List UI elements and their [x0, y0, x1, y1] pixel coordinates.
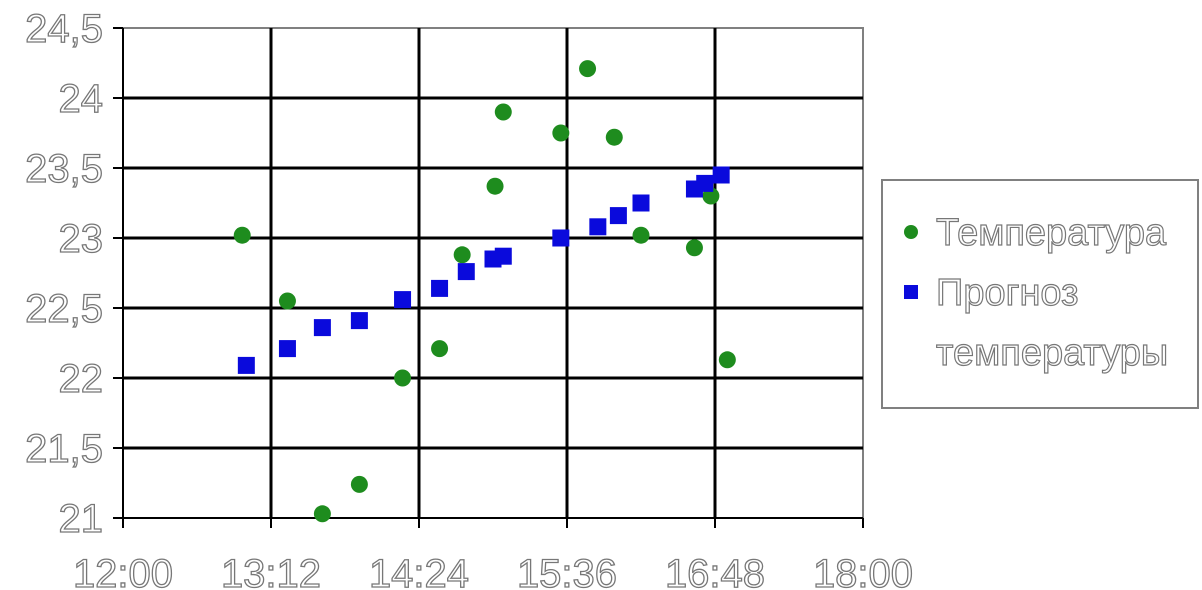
temperature-point — [278, 292, 296, 310]
legend-marker-forecast — [904, 285, 918, 299]
temperature-point — [350, 475, 368, 493]
forecast-point — [589, 218, 607, 236]
temperature-point — [685, 239, 703, 257]
y-tick-label: 23 — [59, 217, 104, 261]
x-tick-label: 18:00 — [813, 552, 913, 590]
forecast-point — [696, 174, 714, 192]
forecast-point — [712, 166, 730, 184]
legend-label-forecast-line-2: температуры — [936, 332, 1168, 374]
temperature-point — [394, 369, 412, 387]
x-axis-tick-labels: 12:00 13:12 14:24 15:36 16:48 18:00 — [72, 551, 913, 590]
forecast-point — [237, 356, 255, 374]
forecast-point — [494, 247, 512, 265]
data-points — [233, 60, 736, 523]
y-axis-tick-labels: 21 21,5 22 22,5 23 23,5 24 24,5 — [24, 6, 104, 541]
forecast-point — [431, 279, 449, 297]
temperature-point — [486, 177, 504, 195]
forecast-point — [278, 340, 296, 358]
forecast-point — [394, 291, 412, 309]
temperature-point — [431, 340, 449, 358]
forecast-point — [350, 312, 368, 330]
gridlines — [123, 28, 863, 518]
legend-label-forecast-line-1: Прогноз — [936, 272, 1079, 314]
temperature-point — [552, 124, 570, 142]
temperature-point — [494, 103, 512, 121]
legend-label-forecast: Прогноз температуры — [936, 272, 1168, 374]
legend: Температура Прогноз температуры — [881, 179, 1199, 409]
y-tick-label: 21 — [59, 497, 104, 541]
x-tick-label: 12:00 — [73, 552, 173, 590]
temperature-point — [718, 351, 736, 369]
axes — [113, 27, 864, 528]
x-tick-label: 14:24 — [369, 552, 469, 590]
y-tick-label: 24,5 — [25, 7, 103, 51]
y-tick-label: 23,5 — [25, 147, 103, 191]
legend-label-temperature: Температура — [936, 212, 1167, 254]
temperature-point — [605, 128, 623, 146]
temperature-point — [632, 226, 650, 244]
y-tick-label: 22,5 — [25, 287, 103, 331]
y-tick-label: 22 — [59, 357, 104, 401]
legend-box — [881, 179, 1199, 409]
forecast-point — [632, 194, 650, 212]
y-tick-label: 21,5 — [25, 427, 103, 471]
forecast-point — [313, 319, 331, 337]
temperature-point — [233, 226, 251, 244]
forecast-point — [457, 263, 475, 281]
legend-marker-temperature — [904, 225, 918, 239]
temperature-point — [313, 505, 331, 523]
temperature-point — [579, 60, 597, 78]
y-tick-label: 24 — [59, 77, 104, 121]
x-tick-label: 13:12 — [221, 552, 321, 590]
x-tick-label: 15:36 — [517, 552, 617, 590]
temperature-point — [453, 246, 471, 264]
plot-area — [122, 27, 864, 519]
forecast-point — [552, 229, 570, 247]
x-tick-label: 16:48 — [665, 552, 765, 590]
forecast-point — [609, 207, 627, 225]
